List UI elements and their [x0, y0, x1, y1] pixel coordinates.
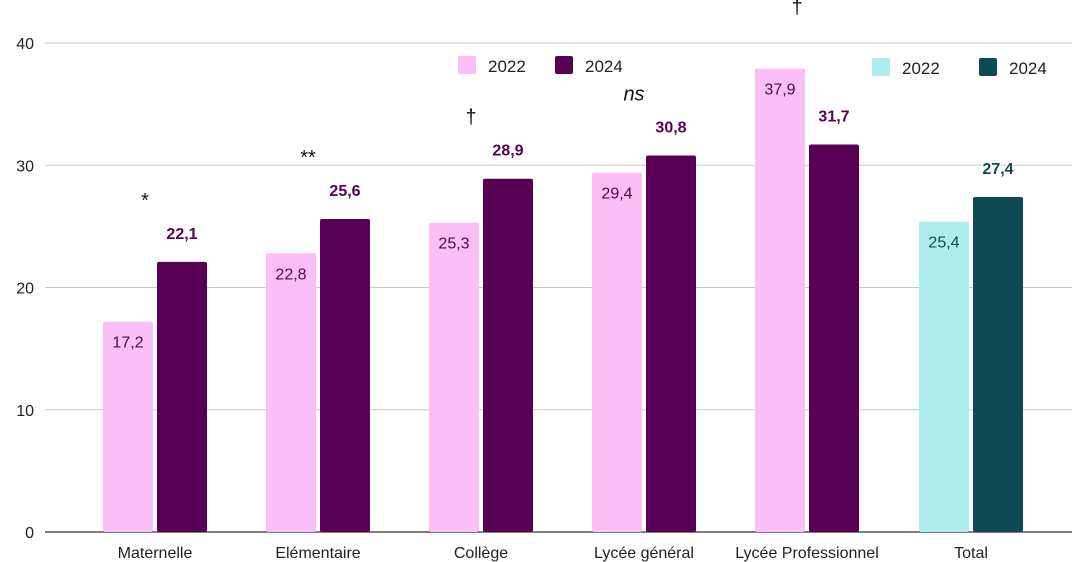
bar-2022 [592, 172, 642, 532]
x-tick-label: Elémentaire [275, 545, 360, 562]
data-label-2022: 25,4 [928, 234, 959, 251]
bar-2022 [919, 221, 969, 533]
bar-2024 [646, 155, 696, 532]
bar-2024 [809, 144, 859, 532]
significance-annotation: ns [623, 83, 644, 105]
bar-2024 [320, 219, 370, 533]
bar-2024 [973, 197, 1023, 532]
bar-2022 [103, 321, 153, 532]
significance-annotation: † [465, 107, 476, 129]
y-tick-label: 40 [16, 36, 34, 53]
legend-label-2022: 2022 [488, 57, 526, 76]
significance-annotation: * [141, 190, 149, 212]
bar-2022 [429, 222, 479, 532]
data-label-2024: 25,6 [329, 183, 360, 200]
data-label-2024: 22,1 [166, 226, 197, 243]
y-tick-label: 10 [16, 403, 34, 420]
data-label-2022: 22,8 [275, 266, 306, 283]
x-tick-label: Lycée général [594, 545, 694, 562]
legend-swatch-2022 [872, 58, 890, 76]
legend-swatch-2022 [458, 56, 476, 74]
x-tick-label: Collège [454, 545, 508, 562]
significance-annotation: ** [300, 147, 316, 169]
bar-2022 [266, 253, 316, 532]
x-tick-label: Maternelle [118, 545, 193, 562]
y-tick-label: 20 [16, 281, 34, 298]
y-tick-label: 0 [25, 525, 34, 542]
data-label-2022: 37,9 [764, 82, 795, 99]
bar-2024 [483, 178, 533, 532]
data-label-2024: 28,9 [492, 143, 523, 160]
legend-swatch-2024 [979, 58, 997, 76]
x-tick-label: Lycée Professionnel [735, 545, 879, 562]
legend-label-2024: 2024 [1009, 59, 1047, 78]
bar-2022 [755, 68, 805, 533]
data-label-2024: 27,4 [982, 161, 1013, 178]
legend-label-2024: 2024 [585, 57, 623, 76]
data-label-2022: 29,4 [601, 186, 632, 203]
x-tick-label: Total [954, 545, 988, 562]
data-label-2022: 25,3 [438, 236, 469, 253]
legend-label-2022: 2022 [902, 59, 940, 78]
data-label-2024: 31,7 [818, 108, 849, 125]
data-label-2024: 30,8 [655, 119, 686, 136]
bar-2024 [157, 261, 207, 532]
y-tick-label: 30 [16, 158, 34, 175]
data-label-2022: 17,2 [112, 335, 143, 352]
significance-annotation: † [791, 0, 802, 19]
legend-swatch-2024 [555, 56, 573, 74]
